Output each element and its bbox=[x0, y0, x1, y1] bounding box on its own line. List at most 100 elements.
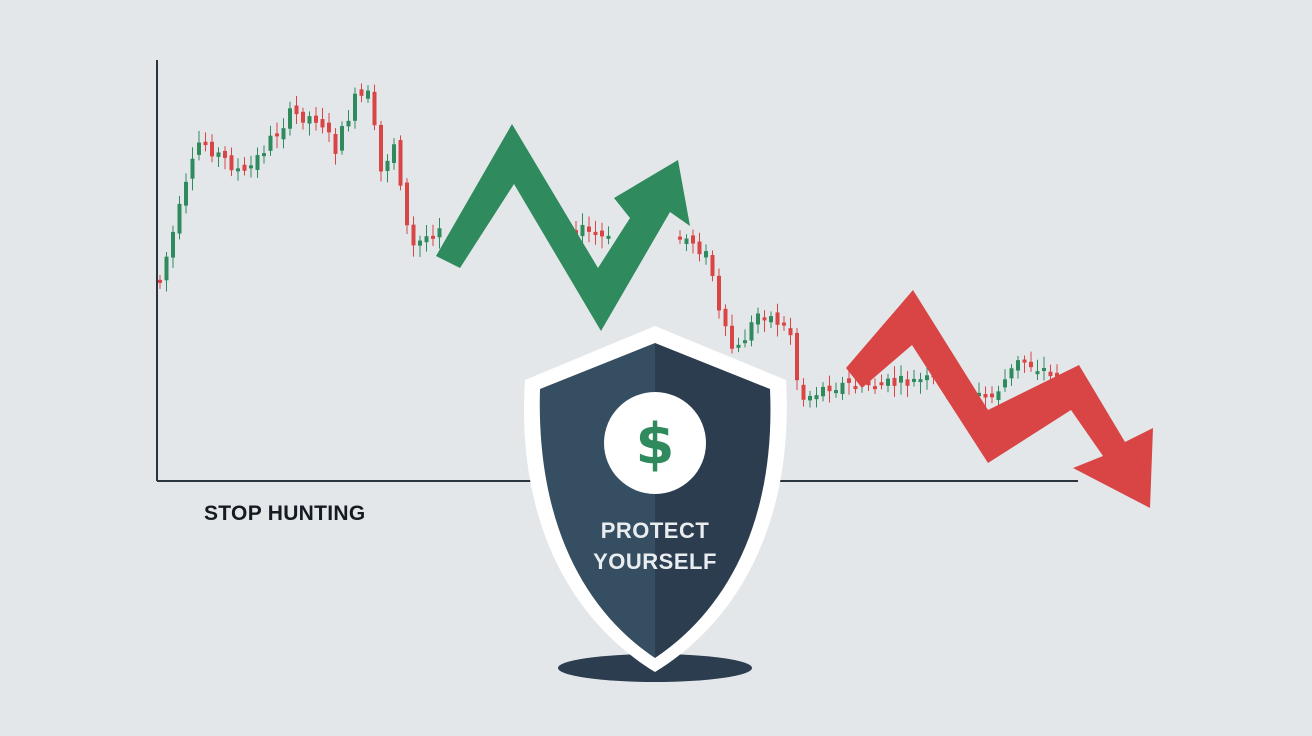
candle-body bbox=[281, 128, 286, 140]
candle-body bbox=[710, 255, 715, 276]
candle-body bbox=[431, 235, 435, 239]
candle-body bbox=[418, 240, 422, 246]
candle-body bbox=[723, 308, 728, 327]
candle-body bbox=[840, 382, 845, 394]
candle-body bbox=[275, 133, 279, 137]
candle-body bbox=[216, 152, 221, 157]
candle-body bbox=[340, 126, 344, 151]
candle-body bbox=[255, 155, 260, 170]
candle-body bbox=[782, 322, 786, 326]
candle-body bbox=[262, 153, 266, 157]
candle-body bbox=[587, 226, 591, 232]
candle-body bbox=[249, 165, 253, 169]
candle-body bbox=[210, 141, 214, 157]
shield-text-line2: YOURSELF bbox=[593, 549, 717, 574]
down-trend-arrow-icon bbox=[846, 290, 1153, 508]
candle-body bbox=[236, 168, 240, 172]
candle-body bbox=[1016, 360, 1020, 371]
candle-body bbox=[977, 392, 981, 397]
candle-body bbox=[886, 378, 890, 386]
candle-body bbox=[801, 384, 806, 400]
caption-stop-hunting: STOP HUNTING bbox=[204, 502, 366, 525]
candle-body bbox=[359, 89, 364, 96]
candle-body bbox=[158, 279, 162, 283]
candle-body bbox=[223, 150, 227, 158]
candle-body bbox=[606, 235, 611, 239]
candle-body bbox=[736, 344, 741, 348]
candle-body bbox=[379, 124, 383, 172]
candle-body bbox=[405, 182, 409, 226]
candle-body bbox=[684, 238, 689, 244]
shield-icon bbox=[524, 326, 787, 672]
candle-body bbox=[847, 378, 851, 383]
candle-body bbox=[307, 116, 312, 124]
candle-body bbox=[398, 140, 403, 186]
candle-body bbox=[242, 164, 247, 171]
candle-body bbox=[1022, 359, 1027, 363]
candle-body bbox=[171, 231, 175, 258]
candle-body bbox=[697, 241, 702, 255]
candle-body bbox=[1009, 368, 1014, 379]
candle-body bbox=[366, 90, 370, 99]
candle-body bbox=[899, 375, 903, 383]
candle-body bbox=[756, 313, 760, 325]
candle-body bbox=[762, 317, 767, 321]
candle-body bbox=[983, 394, 988, 398]
candle-body bbox=[327, 122, 331, 133]
candle-body bbox=[392, 144, 396, 164]
candle-body bbox=[691, 235, 695, 244]
candle-body bbox=[918, 379, 923, 383]
candle-body bbox=[905, 379, 910, 386]
candle-body bbox=[873, 386, 877, 390]
dollar-symbol: $ bbox=[636, 412, 675, 477]
candle-body bbox=[372, 91, 377, 126]
candle-body bbox=[743, 340, 747, 344]
candle-body bbox=[385, 160, 390, 171]
candle-body bbox=[990, 393, 994, 398]
candle-body bbox=[1035, 371, 1040, 375]
candle-body bbox=[704, 251, 708, 258]
candle-body bbox=[821, 386, 825, 397]
candle-body bbox=[197, 142, 201, 155]
candle-body bbox=[892, 377, 897, 386]
candle-body bbox=[678, 236, 682, 240]
candle-body bbox=[294, 105, 299, 115]
candle-body bbox=[411, 224, 416, 246]
candle-body bbox=[164, 256, 169, 281]
candle-body bbox=[912, 378, 916, 382]
candle-body bbox=[314, 115, 318, 123]
candle-body bbox=[925, 375, 929, 381]
candle-body bbox=[184, 181, 188, 206]
candle-body bbox=[1048, 371, 1053, 377]
candle-body bbox=[346, 120, 351, 127]
candle-body bbox=[320, 119, 325, 128]
candle-body bbox=[437, 228, 442, 238]
candle-body bbox=[1003, 379, 1007, 388]
shield-text-line1: PROTECT bbox=[600, 518, 710, 543]
candle-body bbox=[795, 332, 799, 381]
candle-body bbox=[593, 231, 598, 236]
candle-body bbox=[827, 385, 832, 392]
candle-body bbox=[1042, 368, 1046, 372]
candle-body bbox=[879, 382, 884, 386]
candle-body bbox=[834, 390, 838, 394]
candle-body bbox=[808, 395, 812, 401]
candle-body bbox=[301, 111, 305, 123]
candle-body bbox=[203, 141, 208, 146]
candle-body bbox=[424, 236, 429, 243]
candle-body bbox=[814, 395, 819, 400]
candle-body bbox=[580, 224, 585, 237]
candle-body bbox=[717, 275, 721, 311]
candle-body bbox=[996, 391, 1001, 401]
candle-body bbox=[600, 230, 604, 237]
candle-body bbox=[177, 203, 182, 234]
candle-body bbox=[333, 133, 338, 154]
candle-body bbox=[853, 386, 858, 390]
candle-body bbox=[1029, 361, 1033, 368]
candle-body bbox=[769, 316, 773, 323]
candle-body bbox=[775, 312, 780, 325]
candle-body bbox=[190, 158, 195, 179]
dollar-coin-icon: $ bbox=[604, 392, 706, 494]
candle-body bbox=[788, 328, 793, 336]
candle-body bbox=[353, 93, 357, 121]
